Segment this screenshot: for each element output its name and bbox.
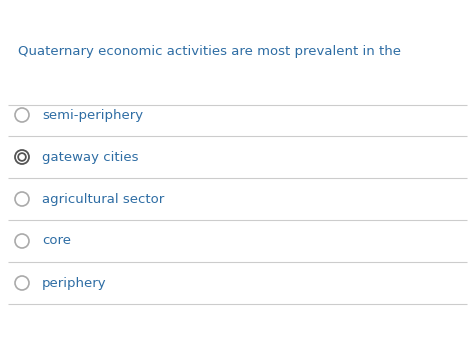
Text: semi-periphery: semi-periphery bbox=[42, 108, 143, 121]
Circle shape bbox=[17, 152, 27, 162]
Text: periphery: periphery bbox=[42, 276, 106, 289]
Text: agricultural sector: agricultural sector bbox=[42, 192, 164, 205]
Circle shape bbox=[20, 155, 24, 159]
Text: core: core bbox=[42, 235, 71, 248]
Text: Quaternary economic activities are most prevalent in the: Quaternary economic activities are most … bbox=[18, 45, 401, 58]
Text: gateway cities: gateway cities bbox=[42, 151, 139, 164]
